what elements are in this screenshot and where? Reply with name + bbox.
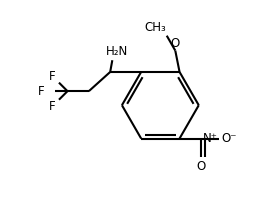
Text: O: O	[171, 37, 180, 49]
Text: O: O	[196, 160, 205, 173]
Text: CH₃: CH₃	[144, 21, 166, 34]
Text: F: F	[49, 70, 56, 83]
Text: F: F	[49, 100, 56, 113]
Text: O⁻: O⁻	[221, 132, 237, 145]
Text: F: F	[38, 85, 44, 98]
Text: H₂N: H₂N	[105, 45, 128, 58]
Text: N⁺: N⁺	[203, 132, 218, 145]
